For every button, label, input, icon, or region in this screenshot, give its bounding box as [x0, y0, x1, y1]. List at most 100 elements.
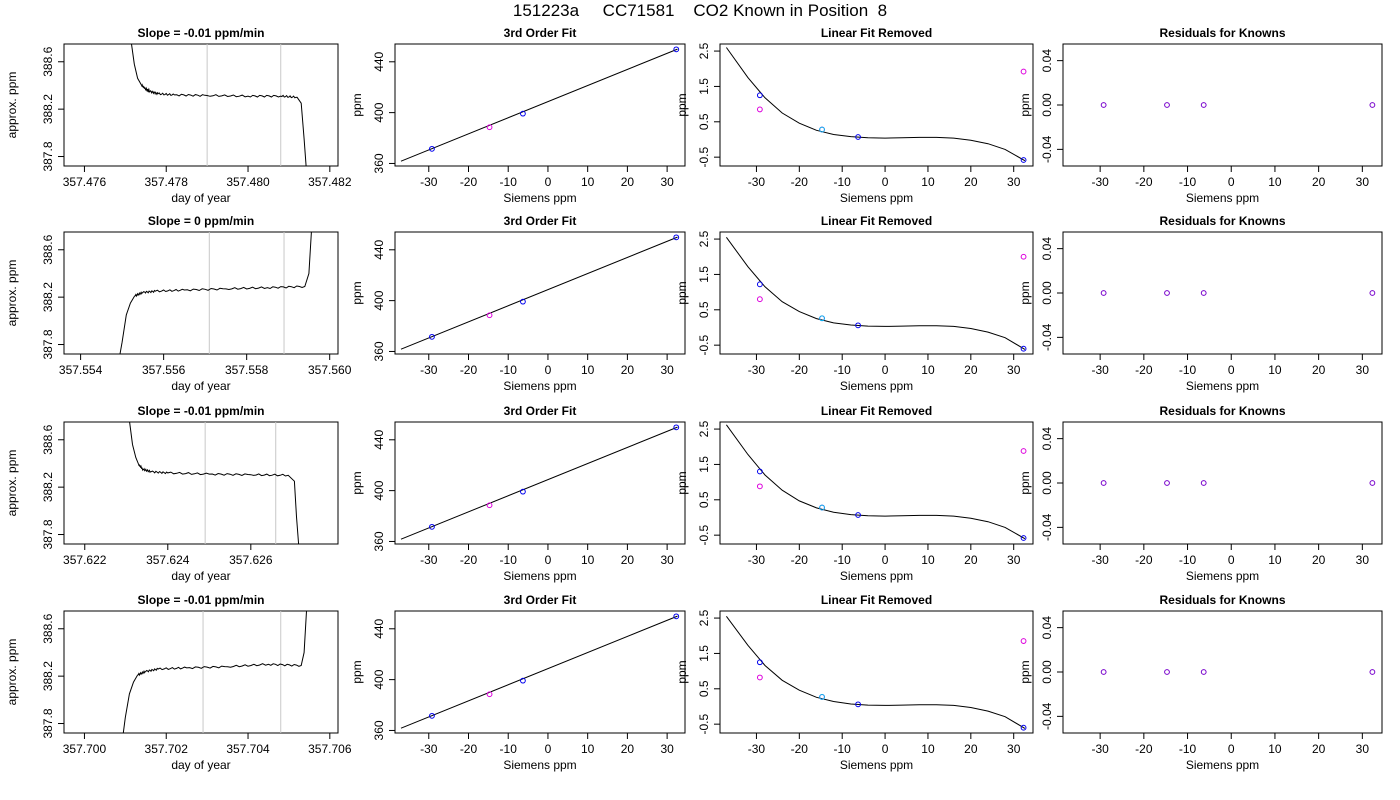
- plot-frame: [394, 421, 686, 545]
- panel-title: Slope = -0.01 ppm/min: [137, 404, 264, 418]
- x-tick-label: -20: [1135, 742, 1153, 756]
- y-axis-label: ppm: [1018, 93, 1032, 116]
- y-tick-label: 0.5: [697, 113, 711, 130]
- y-tick-label: 360: [372, 341, 386, 361]
- y-tick-label: 440: [372, 429, 386, 449]
- plot-frame: [63, 421, 339, 545]
- panel-title: Residuals for Knowns: [1159, 404, 1285, 418]
- x-tick-label: 357.624: [146, 553, 190, 567]
- x-tick-label: 10: [581, 742, 595, 756]
- y-tick-label: 388.6: [41, 234, 55, 264]
- x-tick-label: -20: [791, 742, 809, 756]
- x-tick-label: -30: [420, 175, 438, 189]
- y-tick-label: -0.5: [697, 146, 711, 167]
- x-axis-label: Siemens ppm: [840, 569, 913, 583]
- residual-point: [1164, 290, 1170, 296]
- fit-point: [673, 424, 680, 431]
- x-tick-label: -10: [1179, 553, 1197, 567]
- y-axis-label: ppm: [675, 93, 689, 116]
- x-tick-label: 357.706: [308, 742, 352, 756]
- y-axis-label: ppm: [350, 660, 364, 683]
- x-tick-label: -30: [748, 175, 766, 189]
- fit-line: [400, 236, 678, 350]
- y-tick-label: 0.5: [697, 491, 711, 508]
- fit-point: [819, 504, 825, 511]
- fit-point: [756, 92, 763, 99]
- x-tick-label: 20: [964, 175, 978, 189]
- raw-point: [756, 483, 763, 490]
- y-axis-label: ppm: [675, 471, 689, 494]
- y-tick-label: 400: [372, 480, 386, 500]
- x-tick-label: 0: [1228, 363, 1235, 377]
- raw-point: [1020, 253, 1027, 260]
- residual-point: [1100, 290, 1107, 296]
- y-axis-label: ppm: [350, 281, 364, 304]
- y-tick-label: -0.5: [697, 524, 711, 545]
- fit-point: [486, 124, 493, 131]
- residual-point: [1369, 290, 1376, 296]
- y-tick-label: 0.5: [697, 301, 711, 318]
- y-tick-label: 388.6: [41, 424, 55, 454]
- panel-timeseries-1: Slope = -0.01 ppm/min 357.476 357.478 357.4…: [5, 26, 352, 205]
- x-tick-label: -10: [1179, 363, 1197, 377]
- timeseries-line: [131, 44, 307, 166]
- x-axis-label: Siemens ppm: [1186, 758, 1259, 772]
- x-axis-label: Siemens ppm: [1186, 379, 1259, 393]
- x-tick-label: 20: [1312, 553, 1326, 567]
- y-tick-label: 1.5: [697, 456, 711, 473]
- plot-area: [1100, 480, 1376, 486]
- panel-title: Linear Fit Removed: [821, 26, 932, 40]
- x-tick-label: 10: [1268, 363, 1282, 377]
- x-tick-label: -10: [834, 363, 852, 377]
- x-tick-label: 0: [882, 363, 889, 377]
- fit-point: [673, 46, 680, 53]
- y-axis-label: ppm: [1018, 471, 1032, 494]
- y-tick-label: 388.2: [41, 661, 55, 691]
- panel-residuals-3: Residuals for Knowns -30 -20 -10 0 10 20 30 -0.0…: [1018, 404, 1383, 583]
- x-tick-label: 0: [882, 742, 889, 756]
- fit-point: [429, 712, 435, 719]
- fit-point: [855, 701, 861, 708]
- panel-timeseries-2: Slope = 0 ppm/min 357.554 357.556 357.558 35…: [5, 214, 352, 393]
- y-axis-label: ppm: [675, 281, 689, 304]
- fit-point: [486, 502, 493, 509]
- x-axis-label: Siemens ppm: [503, 758, 576, 772]
- fit-point: [819, 126, 825, 133]
- x-tick-label: 0: [882, 553, 889, 567]
- x-tick-label: -10: [1179, 742, 1197, 756]
- x-tick-label: 10: [581, 363, 595, 377]
- fit-line: [400, 48, 678, 162]
- y-tick-label: 1.5: [697, 78, 711, 95]
- x-tick-label: 0: [882, 175, 889, 189]
- x-tick-label: -30: [1091, 553, 1109, 567]
- fit-point: [673, 613, 680, 620]
- x-tick-label: -10: [500, 742, 518, 756]
- y-axis-label: approx. ppm: [5, 260, 19, 327]
- x-tick-label: 20: [621, 742, 635, 756]
- raw-point: [756, 674, 763, 681]
- x-tick-label: 0: [1228, 742, 1235, 756]
- y-axis-label: ppm: [1018, 660, 1032, 683]
- x-tick-label: 357.700: [63, 742, 107, 756]
- panel-residuals-1: Residuals for Knowns -30 -20 -10 0 10 20 30 -0.0…: [1018, 26, 1383, 205]
- x-tick-label: 20: [1312, 742, 1326, 756]
- x-axis-label: Siemens ppm: [503, 379, 576, 393]
- panel-title: 3rd Order Fit: [504, 404, 577, 418]
- residual-point: [1164, 669, 1170, 675]
- y-tick-label: 1.5: [697, 645, 711, 662]
- fit-point: [520, 488, 526, 495]
- plot-area: [400, 613, 680, 729]
- y-tick-label: 400: [372, 102, 386, 122]
- panel-title: Slope = -0.01 ppm/min: [137, 26, 264, 40]
- x-tick-label: 10: [921, 363, 935, 377]
- raw-point: [1020, 68, 1027, 75]
- fit-line: [400, 426, 678, 540]
- x-tick-label: 20: [621, 553, 635, 567]
- residual-point: [1200, 669, 1207, 675]
- y-tick-label: 2.5: [697, 42, 711, 59]
- residual-point: [1369, 102, 1376, 108]
- x-tick-label: 20: [621, 175, 635, 189]
- panel-title: 3rd Order Fit: [504, 26, 577, 40]
- fit-point: [1020, 724, 1027, 731]
- x-tick-label: 0: [1228, 175, 1235, 189]
